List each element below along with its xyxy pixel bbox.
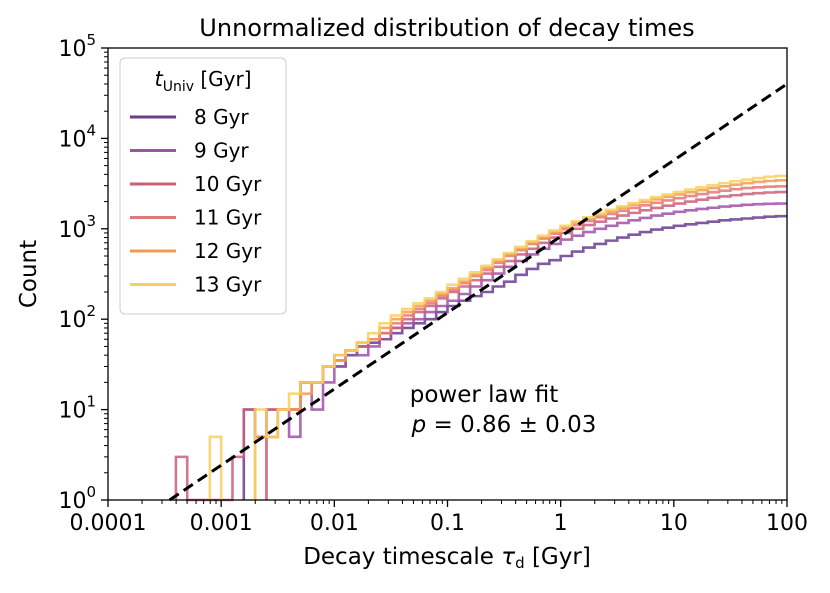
legend-label: 11 Gyr bbox=[194, 206, 262, 230]
series-13-gyr-histogram bbox=[208, 174, 787, 500]
legend-label: 12 Gyr bbox=[194, 239, 262, 263]
x-tick-label: 1 bbox=[554, 511, 568, 536]
fit-annotation-title: power law fit bbox=[410, 382, 559, 408]
y-tick-label: 105 bbox=[58, 31, 96, 62]
legend-label: 10 Gyr bbox=[194, 172, 262, 196]
x-axis-ticks: 0.0001 0.001 0.01 0.1 1 10 100 bbox=[70, 500, 808, 536]
legend-label: 9 Gyr bbox=[194, 139, 249, 163]
plot-area bbox=[107, 47, 788, 502]
y-tick-label: 103 bbox=[58, 212, 96, 243]
x-tick-label: 0.0001 bbox=[70, 511, 147, 536]
legend-label: 13 Gyr bbox=[194, 273, 262, 297]
y-tick-label: 104 bbox=[58, 121, 96, 152]
x-tick-label: 100 bbox=[766, 511, 808, 536]
y-axis-label: Count bbox=[16, 240, 42, 308]
x-tick-label: 0.01 bbox=[310, 511, 359, 536]
y-tick-label: 102 bbox=[58, 302, 96, 333]
legend-label: 8 Gyr bbox=[194, 105, 249, 129]
power-law-fit-line bbox=[168, 82, 788, 502]
legend-items: 8 Gyr 9 Gyr 10 Gyr 11 Gyr 12 Gyr 13 Gyr bbox=[130, 105, 262, 297]
y-tick-label: 101 bbox=[58, 393, 96, 424]
x-tick-label: 10 bbox=[660, 511, 688, 536]
legend-title: tUniv [Gyr] bbox=[154, 67, 251, 95]
fit-annotation-value: p = 0.86 ± 0.03 bbox=[411, 412, 597, 438]
y-axis-ticks: 100 101 102 103 104 105 bbox=[58, 31, 108, 514]
chart-title: Unnormalized distribution of decay times bbox=[199, 14, 694, 42]
x-axis-label: Decay timescale τd [Gyr] bbox=[303, 544, 591, 572]
legend: tUniv [Gyr] 8 Gyr 9 Gyr 10 Gyr 11 Gyr 12 Gyr… bbox=[119, 57, 287, 315]
x-tick-label: 0.1 bbox=[430, 511, 465, 536]
x-tick-label: 0.001 bbox=[190, 511, 253, 536]
series-8-gyr-histogram bbox=[242, 214, 787, 500]
y-tick-label: 100 bbox=[58, 483, 96, 514]
